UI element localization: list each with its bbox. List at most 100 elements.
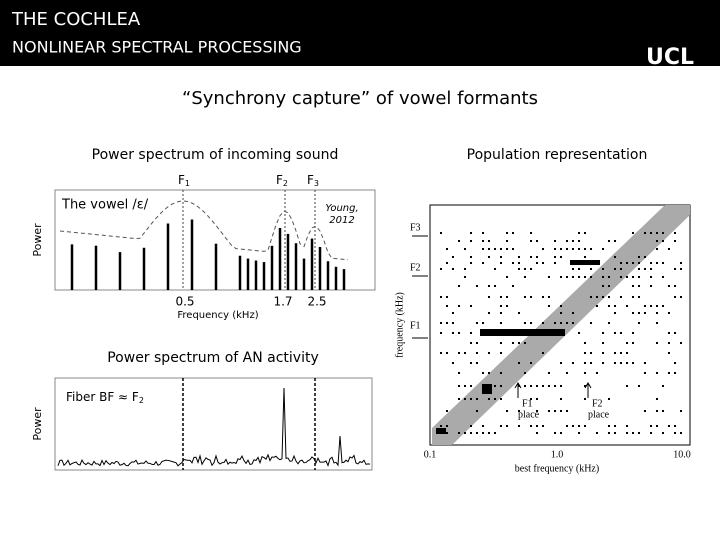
spike-dot [674,232,676,234]
arrow-head [584,382,592,389]
spike-dot [452,256,454,258]
spike-dot [536,398,538,400]
spike-dot [656,248,658,250]
spike-dot [530,240,532,242]
x-label: best frequency (kHz) [515,463,599,474]
spike-dot [680,262,682,264]
spike-dot [596,305,598,307]
spike-dot [554,322,556,324]
spike-dot [662,305,664,307]
spike-dot [500,372,502,374]
spike-dot [458,332,460,334]
spike-dot [470,398,472,400]
spike-dot [482,322,484,324]
spike-dot [668,312,670,314]
x-tick-label: 0.5 [175,295,194,309]
spike-dot [476,432,478,434]
spike-dot [638,256,640,258]
spike-dot [560,276,562,278]
spike-dot [626,342,628,344]
spike-dot [602,332,604,334]
spike-dot [542,262,544,264]
spike-dot [662,232,664,234]
spike-dot [656,262,658,264]
spike-dot [614,352,616,354]
y-label: Power [31,223,44,257]
spike-dot [620,352,622,354]
spike-dot [476,398,478,400]
spike-dot [620,362,622,364]
spike-dot [506,240,508,242]
spike-dot [542,296,544,298]
spike-dot [440,296,442,298]
spike-dot [650,285,652,287]
spike-dot [500,248,502,250]
spike-dot [500,312,502,314]
spike-dot [452,332,454,334]
place-label: place [518,409,540,420]
spike-dot [572,425,574,427]
spike-dot [578,432,580,434]
spike-dot [518,256,520,258]
citation: Young, [325,203,358,214]
spike-dot [458,305,460,307]
formant-label: F2 [410,262,421,273]
spike-dot [494,285,496,287]
spike-dot [530,296,532,298]
spike-dot [584,362,586,364]
spike-dot [506,296,508,298]
spike-dot [560,322,562,324]
spike-dot [458,432,460,434]
spike-dot [488,432,490,434]
spike-dot [572,268,574,270]
spike-dot [638,262,640,264]
spike-dot [614,305,616,307]
spike-dot [578,248,580,250]
spike-dot [488,256,490,258]
spike-dot [446,425,448,427]
annotation: The vowel /ε/ [61,198,149,213]
spike-dot [584,352,586,354]
spike-dot [470,232,472,234]
spike-dot [614,425,616,427]
spike-dot [584,385,586,387]
spike-dot [572,362,574,364]
spike-dot [632,312,634,314]
spike-dot [674,432,676,434]
spike-dot [620,332,622,334]
spike-dot [500,342,502,344]
spike-dot [572,248,574,250]
spike-dot [500,305,502,307]
population-labels: F3 F2 F1 frequency (kHz) 0.1 1.0 10.0 be… [394,222,690,474]
spike-dot [446,322,448,324]
spike-dot [512,232,514,234]
spike-dot [500,385,502,387]
spike-dot [560,385,562,387]
spike-dot [458,372,460,374]
spike-dot [542,248,544,250]
spike-dot [518,342,520,344]
spike-dot [446,296,448,298]
spike-dot [548,296,550,298]
spike-dot [674,285,676,287]
spike-dot [470,425,472,427]
spike-dot [524,296,526,298]
spike-dot [674,425,676,427]
spike-dot [500,296,502,298]
spike-dot [662,276,664,278]
spike-dot [518,312,520,314]
spike-dot [440,332,442,334]
spike-dot [458,352,460,354]
spike-dot [470,342,472,344]
spike-dot [626,362,628,364]
spike-dot [446,352,448,354]
spike-dot [632,296,634,298]
spike-dot [644,312,646,314]
spike-dot [506,276,508,278]
spike-dot [620,276,622,278]
spike-dot [506,248,508,250]
spike-dot [644,372,646,374]
spike-dot [656,240,658,242]
spike-dot [662,385,664,387]
spike-dot [536,385,538,387]
